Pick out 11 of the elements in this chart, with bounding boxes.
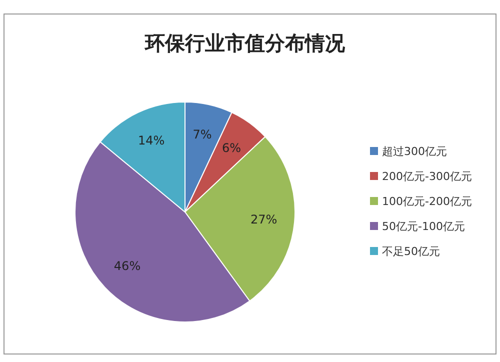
chart-title: 环保行业市值分布情况 bbox=[144, 31, 346, 55]
data-label: 6% bbox=[222, 140, 242, 155]
legend-label: 超过300亿元 bbox=[382, 145, 447, 158]
data-label: 14% bbox=[138, 133, 165, 148]
legend-label: 不足50亿元 bbox=[382, 245, 440, 258]
data-label: 27% bbox=[250, 212, 278, 226]
data-label: 46% bbox=[114, 259, 141, 274]
legend-label: 50亿元-100亿元 bbox=[382, 220, 465, 233]
data-label: 7% bbox=[192, 128, 212, 142]
legend-label: 100亿元-200亿元 bbox=[382, 195, 472, 208]
legend-label: 200亿元-300亿元 bbox=[382, 170, 472, 183]
